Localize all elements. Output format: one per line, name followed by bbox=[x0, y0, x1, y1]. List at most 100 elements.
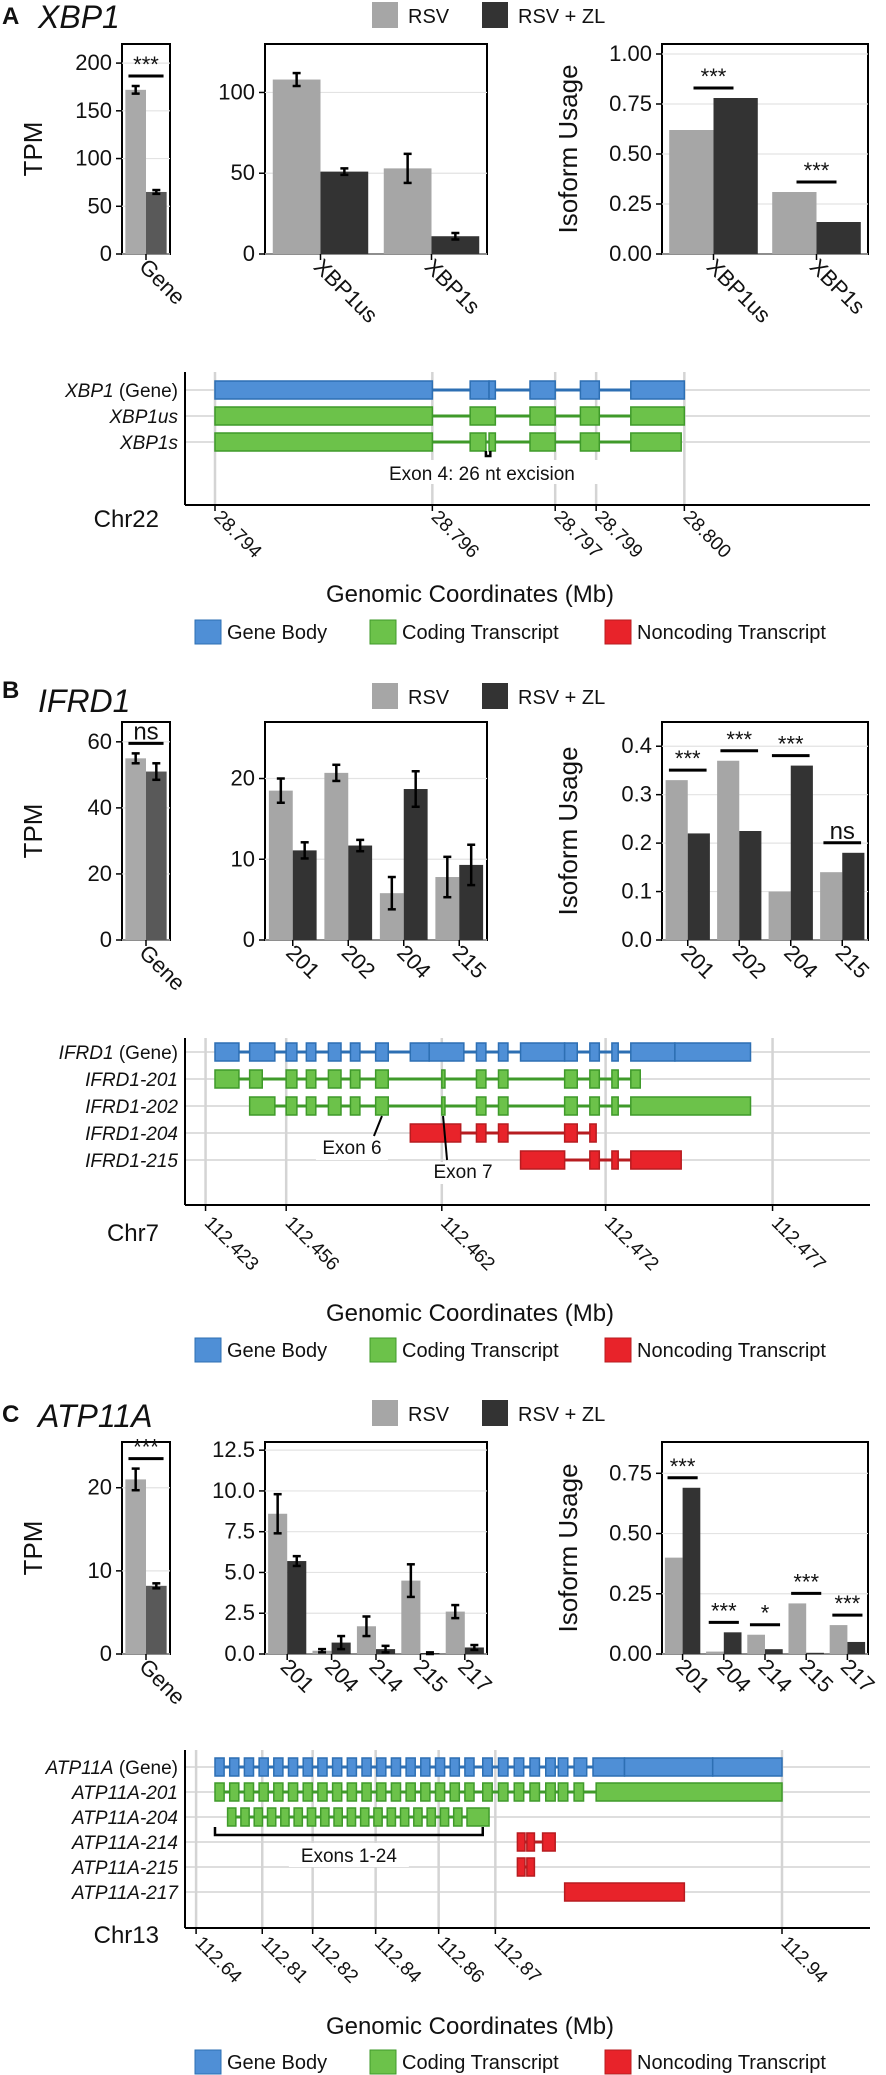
exon bbox=[482, 1782, 493, 1802]
y-tick-label: 100 bbox=[218, 79, 255, 104]
y-tick-label: 0.4 bbox=[621, 733, 652, 758]
y-tick-label: 0.75 bbox=[609, 91, 652, 116]
excision-bracket bbox=[484, 451, 492, 458]
exon bbox=[592, 1757, 626, 1777]
exon bbox=[452, 1807, 463, 1827]
x-tick-label: 201 bbox=[676, 940, 720, 984]
exon bbox=[317, 1757, 328, 1777]
y-tick-label: 0 bbox=[100, 1641, 112, 1666]
y-tick-label: 0 bbox=[100, 927, 112, 952]
exon bbox=[630, 1069, 641, 1089]
significance-label: *** bbox=[670, 1454, 696, 1479]
exon bbox=[302, 1782, 314, 1802]
annotation-text: Exons 1-24 bbox=[301, 1846, 398, 1867]
genomic-tick-label: 112.81 bbox=[257, 1933, 312, 1988]
x-tick-label: 204 bbox=[779, 940, 823, 984]
legend-label-gene-body: Gene Body bbox=[227, 1340, 327, 1362]
bar bbox=[445, 1611, 465, 1654]
legend-label-noncoding: Noncoding Transcript bbox=[637, 2052, 826, 2074]
significance-label: *** bbox=[804, 158, 830, 183]
exon bbox=[214, 406, 434, 426]
annotation-text: Exon 6 bbox=[322, 1138, 381, 1159]
genomic-tick-label: 112.84 bbox=[370, 1933, 425, 1988]
exon bbox=[333, 1807, 343, 1827]
exon bbox=[293, 1807, 304, 1827]
bar bbox=[788, 1603, 807, 1654]
track-label: IFRD1 (Gene) bbox=[59, 1043, 178, 1064]
exon bbox=[482, 1757, 493, 1777]
isoform-tpm-chart-a: 0 50 100 XBP1us XBP1s bbox=[218, 43, 488, 328]
exon bbox=[305, 1069, 317, 1089]
exon bbox=[497, 1782, 509, 1802]
annotation-bg bbox=[315, 1138, 388, 1160]
genomic-tick-label: 112.472 bbox=[600, 1213, 662, 1275]
exon bbox=[248, 1042, 276, 1062]
y-axis-label: Isoform Usage bbox=[553, 746, 583, 915]
exon bbox=[390, 1757, 402, 1777]
bar bbox=[292, 850, 317, 940]
exon bbox=[497, 1096, 509, 1116]
bar bbox=[268, 1513, 288, 1654]
exon bbox=[375, 1782, 387, 1802]
panel-letter-a: A bbox=[2, 3, 19, 30]
y-tick-label: 100 bbox=[75, 146, 112, 171]
y-axis-label: Isoform Usage bbox=[553, 64, 583, 233]
exon bbox=[475, 1123, 487, 1143]
exon bbox=[441, 1096, 446, 1116]
legend-swatch-noncoding bbox=[604, 1337, 632, 1363]
bar bbox=[723, 1632, 742, 1654]
exon bbox=[240, 1807, 250, 1827]
exon bbox=[409, 1042, 430, 1062]
x-tick-label: 204 bbox=[320, 1654, 364, 1698]
legend-swatch-coding bbox=[369, 619, 397, 645]
y-tick-label: 0.50 bbox=[609, 1521, 652, 1546]
exon bbox=[305, 1042, 317, 1062]
legend-swatch-noncoding bbox=[604, 2049, 632, 2075]
y-axis-label: Isoform Usage bbox=[553, 1463, 583, 1632]
exon bbox=[386, 1807, 397, 1827]
exon bbox=[349, 1096, 361, 1116]
exon bbox=[589, 1123, 597, 1143]
legend-label-rsv: RSV bbox=[408, 1404, 450, 1426]
exon bbox=[327, 1069, 342, 1089]
bar bbox=[403, 789, 428, 940]
exon bbox=[439, 1807, 450, 1827]
exon bbox=[420, 1782, 431, 1802]
exon bbox=[563, 1069, 579, 1089]
exon bbox=[441, 1069, 446, 1089]
y-tick-label: 0.75 bbox=[609, 1460, 652, 1485]
y-tick-label: 0.0 bbox=[621, 927, 652, 952]
bar bbox=[765, 1649, 783, 1654]
exon bbox=[306, 1807, 317, 1827]
track-label: XBP1s bbox=[119, 433, 179, 454]
legend-label-rsv-zl: RSV + ZL bbox=[518, 6, 605, 28]
exon bbox=[469, 380, 490, 400]
exon bbox=[285, 1042, 298, 1062]
legend-top-a: RSV RSV + ZL bbox=[372, 2, 605, 28]
gene-structure-chr13: ATP11A (Gene) ATP11A-201 ATP11A-204 ATP11A-… bbox=[45, 1750, 870, 1988]
exon bbox=[327, 1042, 342, 1062]
exon bbox=[449, 1782, 461, 1802]
exon bbox=[573, 1757, 588, 1777]
legend-swatch-gene-body bbox=[194, 619, 222, 645]
y-tick-label: 150 bbox=[75, 98, 112, 123]
y-tick-label: 0.0 bbox=[224, 1641, 255, 1666]
bar bbox=[324, 772, 349, 940]
y-axis-label: TPM bbox=[18, 804, 48, 859]
annotation-bg bbox=[288, 1843, 409, 1867]
track-label: XBP1 (Gene) bbox=[64, 381, 178, 402]
y-tick-label: 0 bbox=[243, 927, 255, 952]
exon bbox=[557, 1782, 569, 1802]
exon bbox=[466, 1807, 490, 1827]
y-tick-label: 0.00 bbox=[609, 241, 652, 266]
legend-label-noncoding: Noncoding Transcript bbox=[637, 622, 826, 644]
x-tick-label: 201 bbox=[671, 1654, 715, 1698]
legend-label-gene-body: Gene Body bbox=[227, 2052, 327, 2074]
legend-swatch-coding bbox=[369, 2049, 397, 2075]
exon bbox=[285, 1096, 298, 1116]
exon bbox=[266, 1807, 277, 1827]
exon bbox=[497, 1123, 509, 1143]
bar bbox=[320, 171, 369, 254]
exon bbox=[475, 1042, 487, 1062]
